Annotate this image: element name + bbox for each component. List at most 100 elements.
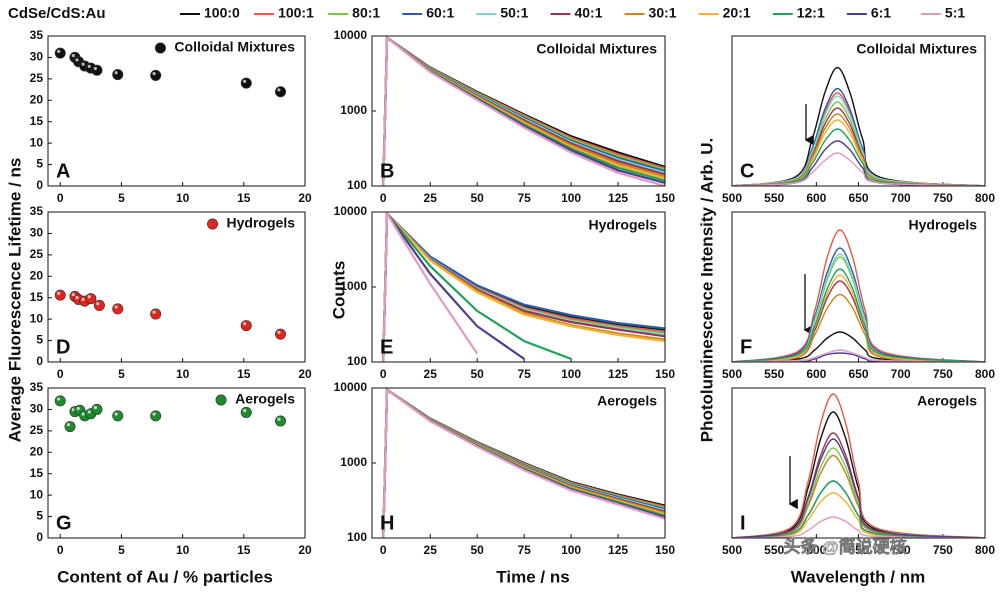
x-tick-label: 700 bbox=[891, 367, 911, 381]
plot-area bbox=[732, 229, 985, 362]
x-tick-label: 650 bbox=[848, 367, 868, 381]
series-line bbox=[732, 66, 985, 186]
point bbox=[150, 308, 162, 320]
panel-annotation: Aerogels bbox=[597, 393, 657, 409]
x-tick-label: 150 bbox=[655, 543, 675, 557]
x-tick-label: 20 bbox=[298, 543, 312, 557]
point-highlight bbox=[277, 330, 281, 334]
frame bbox=[47, 387, 306, 539]
y-tick-label: 100 bbox=[347, 178, 367, 192]
point bbox=[93, 299, 105, 311]
point-highlight bbox=[71, 293, 75, 297]
panel-label: C bbox=[740, 160, 754, 182]
point-highlight bbox=[76, 406, 80, 411]
x-tick-label: 10 bbox=[176, 191, 190, 205]
y-tick-label: 10000 bbox=[334, 28, 368, 42]
x-tick-label: 150 bbox=[655, 191, 675, 205]
series-line bbox=[382, 388, 665, 538]
point-highlight bbox=[71, 408, 75, 412]
x-tick-label: 25 bbox=[424, 191, 438, 205]
y-tick-label: 10 bbox=[30, 135, 44, 149]
x-tick-label: 15 bbox=[237, 543, 251, 557]
y-tick-label: 100 bbox=[347, 530, 367, 544]
point-highlight bbox=[81, 297, 85, 301]
x-tick-label: 0 bbox=[380, 191, 387, 205]
y-tick-label: 0 bbox=[36, 178, 43, 192]
point bbox=[275, 328, 287, 340]
point bbox=[54, 47, 66, 59]
y-tick-label: 1000 bbox=[340, 455, 367, 469]
point-highlight bbox=[114, 71, 118, 75]
x-tick-label: 0 bbox=[380, 543, 387, 557]
y-tick-label: 30 bbox=[30, 402, 44, 416]
point-highlight bbox=[66, 423, 71, 427]
plot-area bbox=[382, 36, 665, 186]
x-tick-label: 600 bbox=[806, 367, 826, 381]
x-tick-label: 75 bbox=[517, 191, 531, 205]
panel: 0 25 50 75 100 125 150 100 1000 10000 Colloidal Mi… bbox=[334, 28, 676, 205]
series-line bbox=[732, 454, 985, 538]
x-tick-label: 10 bbox=[176, 367, 190, 381]
y-tick-label: 5 bbox=[36, 333, 43, 347]
point-highlight bbox=[75, 296, 79, 300]
legend-label: 12:1 bbox=[797, 5, 825, 21]
x-tick-label: 100 bbox=[561, 191, 581, 205]
point-highlight bbox=[93, 406, 97, 410]
panel-label: E bbox=[380, 336, 393, 358]
x-axis-label: Time / ns bbox=[496, 567, 569, 586]
x-tick-label: 15 bbox=[237, 191, 251, 205]
point-highlight bbox=[57, 397, 61, 401]
x-tick-label: 650 bbox=[848, 543, 868, 557]
x-tick-label: 75 bbox=[517, 543, 531, 557]
point-highlight bbox=[87, 410, 91, 414]
legend-label: 100:0 bbox=[204, 5, 240, 21]
x-tick-label: 5 bbox=[118, 543, 125, 557]
watermark: 头条 @简说硬核 bbox=[783, 536, 906, 556]
x-tick-label: 150 bbox=[655, 367, 675, 381]
x-tick-label: 5 bbox=[118, 367, 125, 381]
point bbox=[54, 395, 66, 407]
y-tick-label: 30 bbox=[30, 50, 44, 64]
series-line bbox=[732, 393, 985, 538]
x-tick-label: 50 bbox=[470, 367, 484, 381]
x-axis-label: Wavelength / nm bbox=[791, 567, 925, 586]
x-tick-label: 50 bbox=[470, 191, 484, 205]
x-tick-label: 75 bbox=[517, 367, 531, 381]
series-line bbox=[732, 113, 985, 186]
panel-label: D bbox=[56, 336, 70, 358]
panel: 0 5 10 15 20 0 5 10 15 20 25 30 35 Hydrogels D bbox=[30, 204, 312, 381]
point bbox=[112, 410, 124, 422]
legend-label: Aerogels bbox=[235, 391, 295, 407]
x-tick-label: 700 bbox=[891, 543, 911, 557]
point-highlight bbox=[114, 305, 118, 309]
series-line bbox=[732, 274, 985, 362]
frame bbox=[47, 35, 306, 187]
point-highlight bbox=[96, 302, 100, 306]
y-tick-label: 10000 bbox=[334, 380, 368, 394]
series-line bbox=[732, 411, 985, 538]
x-tick-label: 20 bbox=[298, 191, 312, 205]
point bbox=[275, 86, 287, 98]
series-line bbox=[732, 229, 985, 362]
x-axis-label: Content of Au / % particles bbox=[57, 567, 273, 586]
panel: 0 25 50 75 100 125 150 100 1000 10000 Aerogels H bbox=[334, 380, 676, 557]
y-axis-label: Average Fluorescence Lifetime / ns bbox=[5, 158, 24, 443]
point-highlight bbox=[243, 409, 247, 413]
series-line bbox=[732, 95, 985, 186]
plot-area bbox=[382, 212, 665, 362]
y-tick-label: 0 bbox=[36, 354, 43, 368]
panel-label: H bbox=[380, 512, 394, 534]
y-tick-label: 1000 bbox=[340, 103, 367, 117]
panel-label: B bbox=[380, 160, 394, 182]
x-tick-label: 125 bbox=[608, 543, 628, 557]
point bbox=[240, 320, 252, 332]
point bbox=[112, 69, 124, 81]
point-highlight bbox=[81, 412, 85, 416]
legend-label: 5:1 bbox=[945, 5, 965, 21]
x-tick-label: 800 bbox=[975, 367, 995, 381]
point bbox=[91, 64, 103, 76]
plot-area bbox=[732, 66, 985, 186]
x-tick-label: 500 bbox=[722, 191, 742, 205]
panel: 0 5 10 15 20 0 5 10 15 20 25 30 35 Aerogels G bbox=[30, 380, 312, 557]
series-line bbox=[732, 293, 985, 362]
